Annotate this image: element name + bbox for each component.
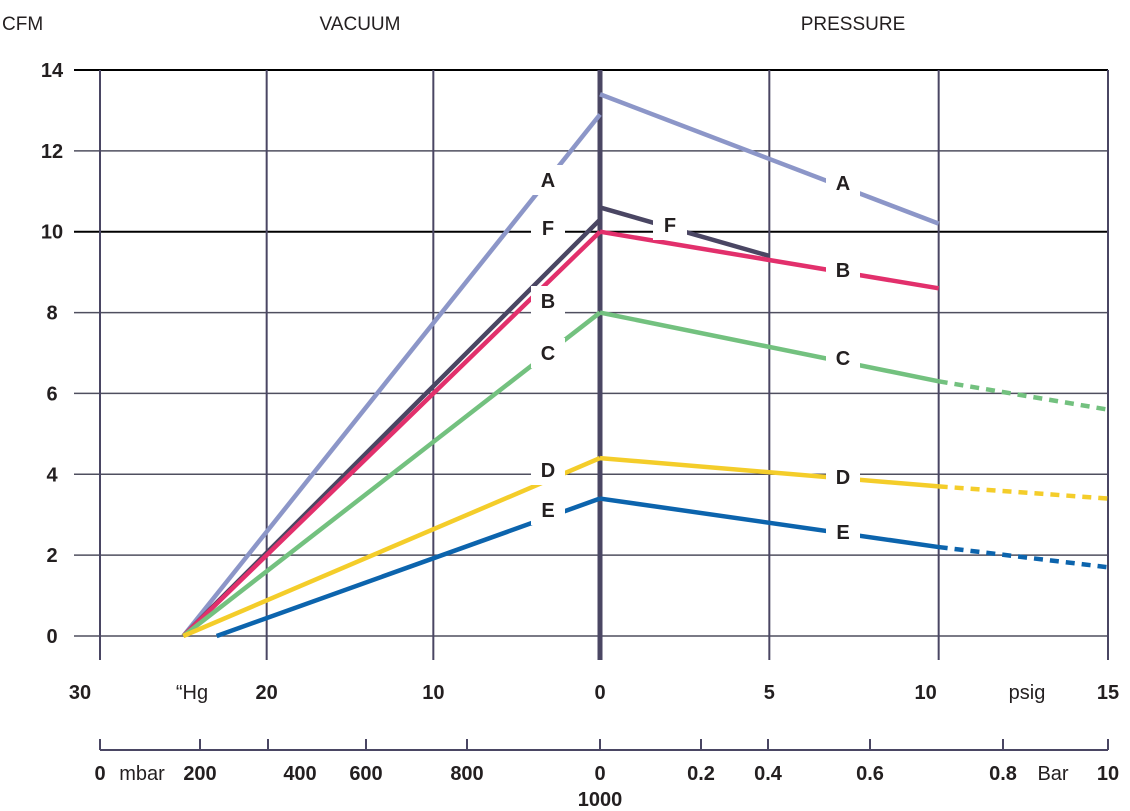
y-tick-label: 0 [46,626,57,648]
x2-tick-label: 0.8 [989,763,1017,785]
series-label-bg [653,210,687,240]
x-tick-label: 10 [915,682,937,704]
x2-tick-label: 400 [283,763,316,785]
series-label-bg [826,343,860,373]
series-label-C: C [541,343,555,365]
series-label-D: D [836,467,850,489]
series-C-vacuum-line [181,310,602,638]
grid [74,69,1109,660]
x2-tick-label: 0 [94,763,105,785]
x2-tick-label: 800 [450,763,483,785]
x-tick-label: 30 [69,682,91,704]
x2-tick-label: 10 [1097,763,1119,785]
x2-tick-label: 600 [349,763,382,785]
y-tick-label: 2 [46,545,57,567]
series-A-vacuum-line [181,113,602,638]
series-label-bg [531,213,565,243]
series-label-bg [531,165,565,195]
x2-tick-label: 200 [183,763,216,785]
series-label-bg [531,338,565,368]
y-tick-label: 8 [46,303,57,325]
series-label-bg [826,462,860,492]
series-label-C: C [836,348,850,370]
x2-unit-bar: Bar [1037,763,1068,785]
series-label-D: D [541,460,555,482]
series-B-pressure-line [599,229,940,291]
x2-tick-label: 0 [594,763,605,785]
x-unit-psig: psig [1009,682,1046,704]
x-tick-label: 15 [1097,682,1119,704]
y-tick-label: 10 [41,222,63,244]
y-unit-label: CFM [2,14,43,35]
y-tick-label: 6 [46,383,57,405]
series-E-pressure-line [599,496,939,550]
pressure-title: PRESSURE [801,14,906,35]
series-label-E: E [836,522,849,544]
series-B-vacuum-line [181,230,602,638]
x-tick-label: 20 [256,682,278,704]
series-D-dashed-extension [938,484,1109,501]
x2-tick-label: 0.4 [754,763,783,785]
axes: 0 2 4 6 8 10 12 14 30 20 10 0 5 10 15 0 200 400 600 800 0 0.2… [41,60,1119,785]
series-label-bg [531,455,565,485]
x2-unit-mbar: mbar [119,763,165,785]
series-E-dashed-extension [938,544,1109,570]
y-tick-label: 12 [41,141,63,163]
x-tick-label: 5 [764,682,775,704]
series-label-bg [531,286,565,316]
series-label-F: F [542,218,554,240]
series-label-B: B [541,291,555,313]
series-label-A: A [836,173,850,195]
y-tick-label: 14 [41,60,64,82]
series-label-E: E [541,500,554,522]
x-unit-hg: “Hg [176,682,208,704]
series-C-pressure-line [599,310,940,384]
series-lines [181,92,1109,639]
series-A-pressure-line [599,92,940,226]
series-label-F: F [664,215,676,237]
x2-zero-sublabel: 1000 [578,789,623,811]
series-D-pressure-line [599,455,939,489]
series-label-bg [826,255,860,285]
series-label-A: A [541,170,555,192]
series-D-vacuum-line [182,456,601,639]
y-tick-label: 4 [46,464,58,486]
x2-tick-label: 0.6 [856,763,884,785]
x-tick-label: 0 [594,682,605,704]
series-label-bg [826,168,860,198]
series-label-bg [531,495,565,525]
series-label-B: B [836,260,850,282]
x2-tick-label: 0.2 [687,763,715,785]
series-C-dashed-extension [938,379,1109,412]
x-tick-label: 10 [422,682,444,704]
series-label-bg [826,517,860,547]
vacuum-title: VACUUM [320,14,401,35]
